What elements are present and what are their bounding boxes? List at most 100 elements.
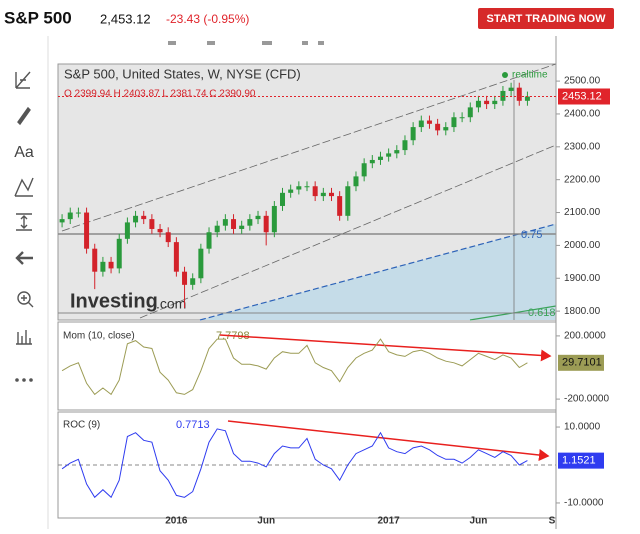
trade-button[interactable] <box>478 8 614 29</box>
candle-body <box>190 278 196 285</box>
candle-body <box>231 219 237 229</box>
value-tag <box>558 354 604 371</box>
candle-body <box>182 271 188 285</box>
value-tag-label: 29.7101 <box>562 357 602 369</box>
value-tag <box>558 452 604 469</box>
candle-body <box>100 261 106 272</box>
candle-body <box>320 192 326 197</box>
candle-body <box>508 87 514 91</box>
candle-body <box>328 192 334 197</box>
candle-body <box>418 120 424 128</box>
top-toolbar-icons <box>168 41 324 45</box>
candle-body <box>296 186 302 190</box>
text-tool[interactable]: Aa <box>14 144 34 161</box>
price-tag-label: 2453.12 <box>562 90 602 102</box>
candle-body <box>410 127 416 141</box>
candle-body <box>263 215 269 233</box>
candle-body <box>124 222 130 239</box>
channel-line <box>61 63 557 232</box>
candle-body <box>173 242 179 272</box>
x-tick-label: S <box>549 516 556 527</box>
candle-body <box>443 127 449 131</box>
y-tick-label: 2000.00 <box>564 240 601 251</box>
candle-body <box>198 248 204 279</box>
y-tick-label: 2200.00 <box>564 174 601 185</box>
fib-label: 0.75 <box>521 229 542 241</box>
trade-button-label[interactable]: START TRADING NOW <box>487 13 607 25</box>
more-icon[interactable] <box>15 378 33 382</box>
candle-body <box>500 90 506 101</box>
channel-line <box>139 144 557 319</box>
y-tick-label: 2100.00 <box>564 207 601 218</box>
candle-body <box>280 192 286 206</box>
x-tick-label: Jun <box>470 516 488 527</box>
candle-body <box>524 96 530 101</box>
mom-title: Mom (10, close) <box>63 331 135 342</box>
price-tag <box>558 88 610 105</box>
y-tick-label: 2400.00 <box>564 109 601 120</box>
candle-body <box>165 232 171 243</box>
y-tick-label: 2500.00 <box>564 76 601 87</box>
candle-body <box>484 100 490 105</box>
y-tick-label: 2300.00 <box>564 141 601 152</box>
candle-body <box>108 261 114 269</box>
candle-body <box>92 248 98 272</box>
candle-body <box>451 117 457 128</box>
candle-body <box>141 215 147 220</box>
price-title: S&P 500, United States, W, NYSE (CFD) <box>64 66 301 81</box>
y-tick-label: -200.0000 <box>564 394 609 405</box>
ohlc-label: O 2399.94 H 2403.87 L 2381.74 C 2390.90 <box>64 89 256 100</box>
toolbar-icons[interactable] <box>14 71 34 345</box>
candle-body <box>157 228 163 233</box>
candle-body <box>59 219 65 223</box>
candle-body <box>149 219 155 229</box>
status-dot <box>502 72 508 78</box>
candle-body <box>386 153 392 157</box>
candle-body <box>426 120 432 124</box>
candle-body <box>206 232 212 249</box>
fib-label: 0.618 <box>528 307 556 319</box>
change: -23.43 (-0.95%) <box>166 12 249 26</box>
x-tick-label: Jun <box>257 516 275 527</box>
candle-body <box>435 123 441 131</box>
candle-body <box>516 87 522 101</box>
watermark: Investing <box>70 290 158 312</box>
candle-body <box>353 176 359 187</box>
candle-body <box>133 215 139 223</box>
candle-body <box>394 150 400 154</box>
mom-panel <box>57 321 557 411</box>
x-tick-label: 2017 <box>378 516 401 527</box>
y-tick-label: -10.0000 <box>564 498 604 509</box>
price: 2,453.12 <box>100 11 151 26</box>
candle-body <box>475 100 481 108</box>
roc-readout: 0.7713 <box>176 419 210 431</box>
candle-body <box>288 189 294 193</box>
candle-body <box>255 215 261 220</box>
candle-body <box>312 186 318 197</box>
candle-body <box>459 117 465 119</box>
watermark: .com <box>156 296 186 312</box>
trend-arrow <box>227 420 550 461</box>
candle-body <box>337 196 343 216</box>
value-tag-label: 1.1521 <box>562 455 596 467</box>
candle-body <box>467 107 473 118</box>
y-tick-label: 10.0000 <box>564 422 601 433</box>
status: realtime <box>512 70 548 81</box>
candle-body <box>84 212 90 249</box>
candle-body <box>247 219 253 226</box>
candle-body <box>361 163 367 177</box>
roc-title: ROC (9) <box>63 420 100 431</box>
y-tick-label: 1800.00 <box>564 306 601 317</box>
candle-body <box>345 186 351 216</box>
candle-body <box>271 205 277 233</box>
candle-body <box>116 238 122 269</box>
candle-body <box>222 219 228 226</box>
candle-body <box>75 212 81 214</box>
candle-body <box>214 225 220 233</box>
indicator-line <box>61 428 528 499</box>
candle-body <box>67 212 73 220</box>
candle-body <box>369 159 375 164</box>
candle-body <box>402 140 408 151</box>
fib-line <box>199 223 557 321</box>
